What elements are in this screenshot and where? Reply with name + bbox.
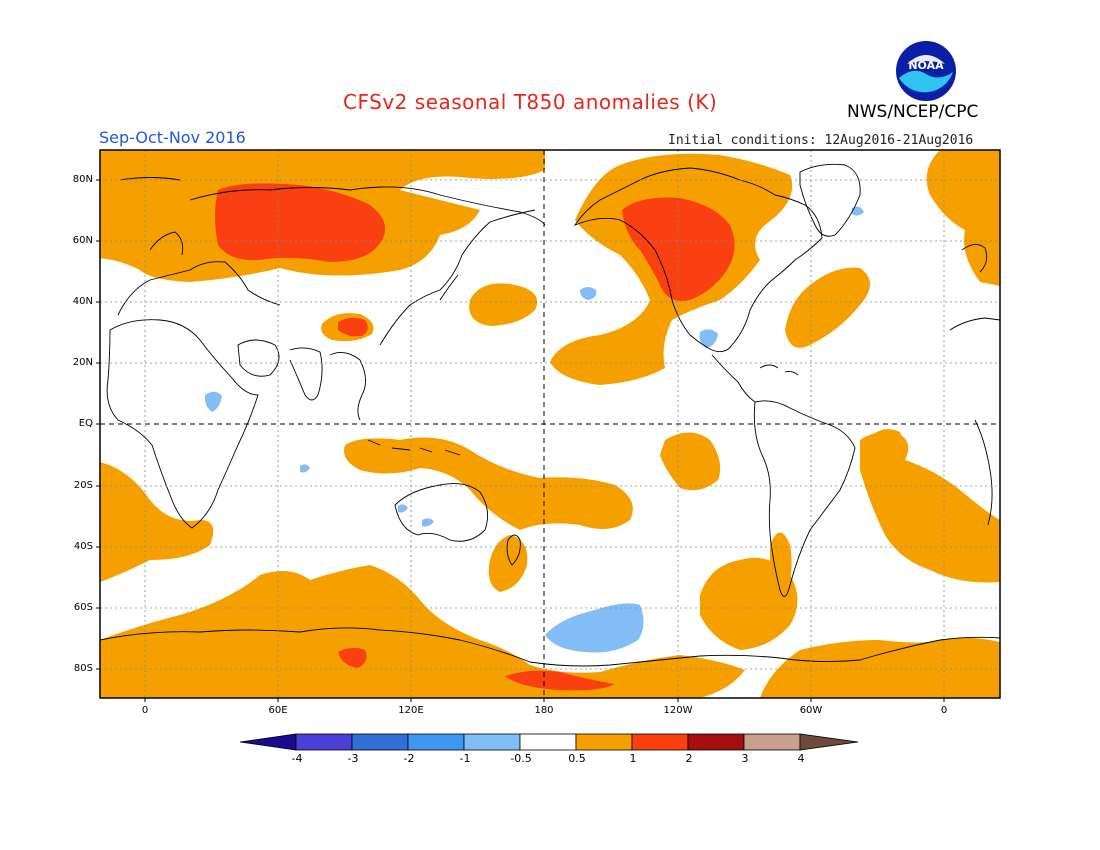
noaa-logo-text: NOAA: [908, 59, 944, 72]
colorbar-label-neg3: -3: [347, 752, 359, 765]
colorbar-label-neg1: -1: [459, 752, 471, 765]
lon-label-60w: 60W: [799, 705, 823, 716]
lon-label-0-right: 0: [940, 705, 948, 716]
colorbar-arrow-right: [799, 733, 859, 751]
lon-label-0-left: 0: [141, 705, 149, 716]
lon-label-120w: 120W: [663, 705, 693, 716]
lat-label-60n: 60N: [72, 235, 93, 246]
colorbar-segment: [631, 733, 689, 751]
colorbar-segment: [463, 733, 521, 751]
colorbar-segment: [351, 733, 409, 751]
colorbar-label-4: 4: [797, 752, 805, 765]
lat-label-40s: 40S: [73, 541, 93, 552]
lat-label-20s: 20S: [73, 480, 93, 491]
colorbar-label-0-5: 0.5: [568, 752, 586, 765]
colorbar-arrow-left: [239, 733, 297, 751]
tick-marks: [96, 179, 945, 702]
lat-label-60s: 60S: [73, 602, 93, 613]
colorbar-segment: [407, 733, 465, 751]
colorbar-segment: [743, 733, 801, 751]
lat-label-eq: EQ: [78, 418, 93, 429]
reference-lines: [100, 150, 1000, 698]
noaa-logo: NOAA: [896, 41, 956, 101]
season-label: Sep-Oct-Nov 2016: [99, 128, 246, 147]
initial-conditions-label: Initial conditions: 12Aug2016-21Aug2016: [668, 133, 974, 148]
lon-label-180: 180: [534, 705, 554, 716]
lat-label-80n: 80N: [72, 174, 93, 185]
anomaly-1-2-layer: [215, 183, 735, 691]
colorbar-label-1: 1: [629, 752, 637, 765]
colorbar-segment: [687, 733, 745, 751]
lon-label-120e: 120E: [398, 705, 424, 716]
lat-label-80s: 80S: [73, 663, 93, 674]
colorbar-label-neg0-5: -0.5: [510, 752, 532, 765]
coastlines: [100, 163, 1000, 667]
lon-label-60e: 60E: [268, 705, 288, 716]
lat-label-40n: 40N: [72, 296, 93, 307]
colorbar-segment: [519, 733, 577, 751]
agency-label: NWS/NCEP/CPC: [847, 102, 979, 122]
graticule: [100, 150, 1000, 698]
colorbar-label-2: 2: [685, 752, 693, 765]
anomaly-neg0.5-1-layer: [204, 206, 864, 653]
lat-label-20n: 20N: [72, 357, 93, 368]
colorbar-label-neg4: -4: [291, 752, 303, 765]
colorbar-segment: [295, 733, 353, 751]
colorbar-label-neg2: -2: [403, 752, 415, 765]
map-title: CFSv2 seasonal T850 anomalies (K): [343, 90, 718, 114]
colorbar-segment: [575, 733, 633, 751]
colorbar-label-3: 3: [741, 752, 749, 765]
